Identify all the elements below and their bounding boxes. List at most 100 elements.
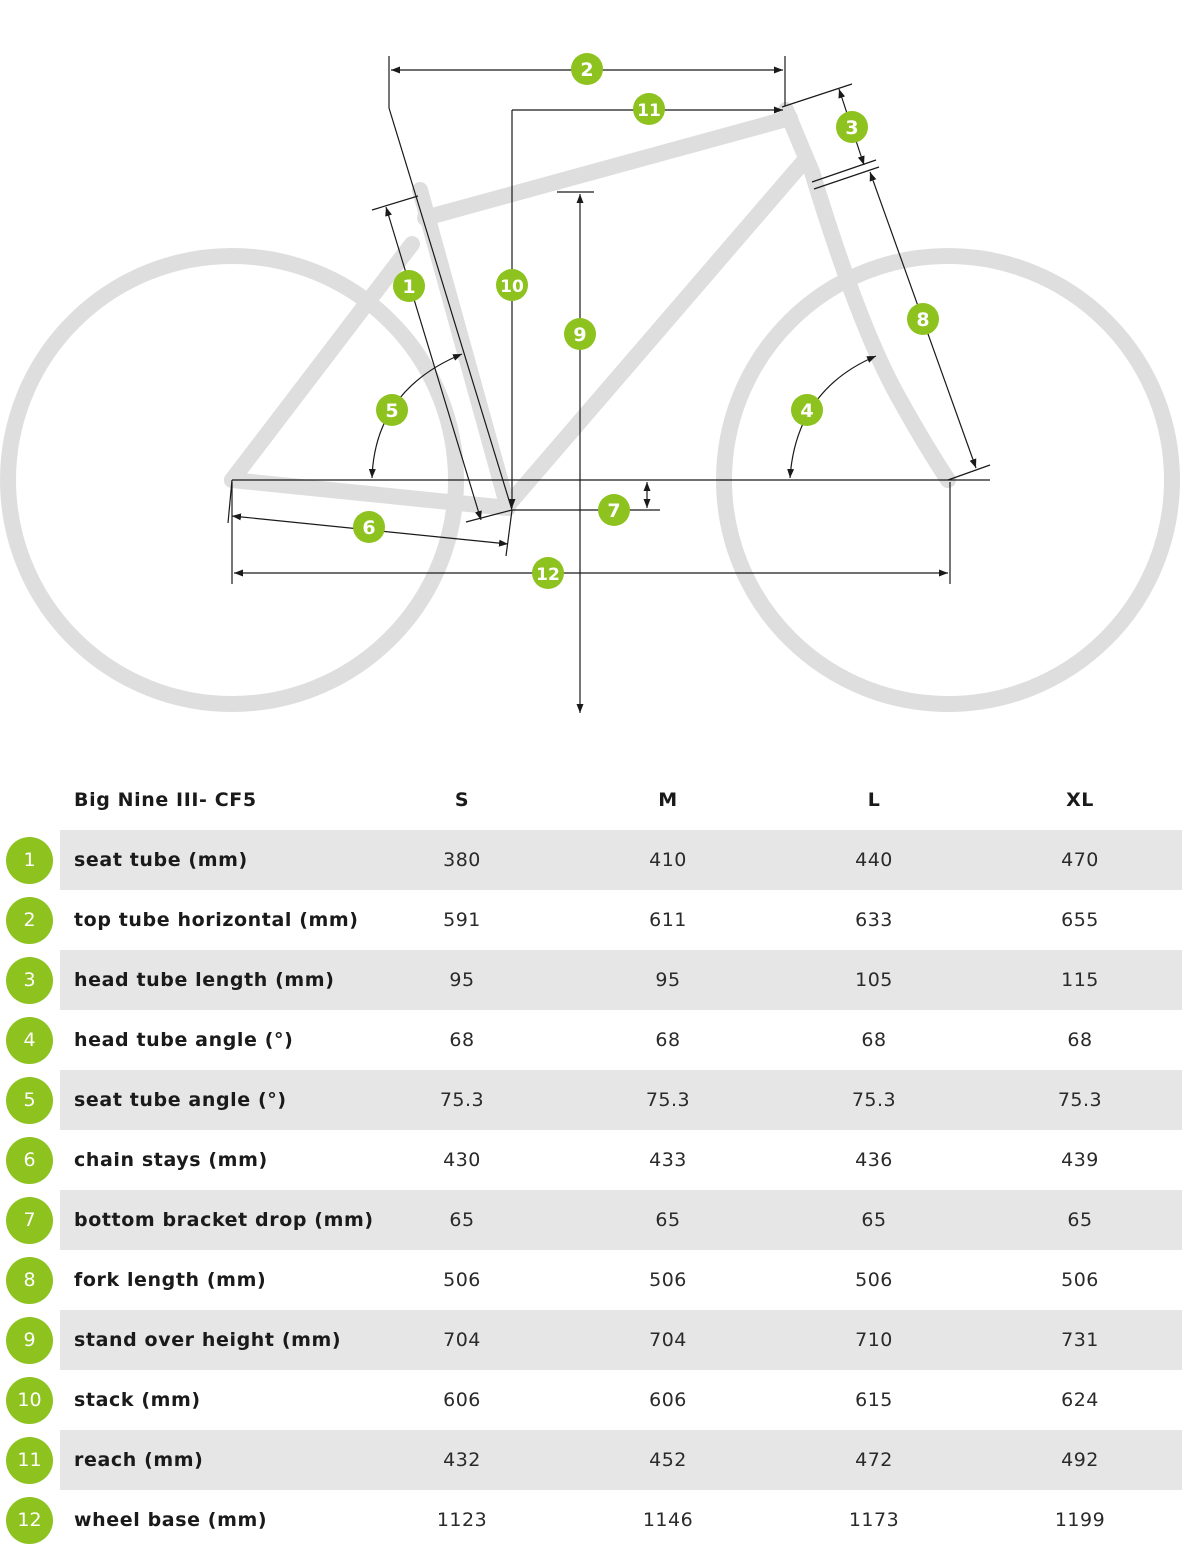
row-label: seat tube (mm): [74, 849, 248, 871]
table-row: 8 fork length (mm) 506 506 506 506: [0, 1250, 1182, 1310]
badge-7: 7: [598, 494, 630, 526]
badge-2: 2: [571, 53, 603, 85]
value-m: 68: [655, 1029, 681, 1051]
row-number-badge: 5: [6, 1077, 53, 1124]
badge-1-text: 1: [402, 276, 415, 298]
value-xl: 65: [1067, 1209, 1093, 1231]
table-row: 2 top tube horizontal (mm) 591 611 633 655: [0, 890, 1182, 950]
value-xl: 68: [1067, 1029, 1093, 1051]
value-l: 615: [855, 1389, 893, 1411]
row-number-badge: 3: [6, 957, 53, 1004]
badge-11: 11: [633, 93, 665, 125]
table-row: 4 head tube angle (°) 68 68 68 68: [0, 1010, 1182, 1070]
value-s: 65: [449, 1209, 475, 1231]
value-xl: 492: [1061, 1449, 1099, 1471]
row-number-badge: 8: [6, 1257, 53, 1304]
value-s: 506: [443, 1269, 481, 1291]
row-label: chain stays (mm): [74, 1149, 268, 1171]
table-row: 11 reach (mm) 432 452 472 492: [0, 1430, 1182, 1490]
value-m: 433: [649, 1149, 687, 1171]
value-m: 611: [649, 909, 687, 931]
row-number-badge: 2: [6, 897, 53, 944]
value-m: 704: [649, 1329, 687, 1351]
value-s: 95: [449, 969, 475, 991]
row-band: [60, 1070, 1182, 1130]
model-name: Big Nine III- CF5: [74, 789, 257, 811]
row-label: bottom bracket drop (mm): [74, 1209, 374, 1231]
table-row: 7 bottom bracket drop (mm) 65 65 65 65: [0, 1190, 1182, 1250]
badge-12: 12: [532, 557, 564, 589]
badge-11-text: 11: [637, 101, 661, 121]
value-xl: 115: [1061, 969, 1099, 991]
badge-8: 8: [907, 303, 939, 335]
size-l-header: L: [867, 789, 881, 811]
row-number-badge: 9: [6, 1317, 53, 1364]
value-m: 95: [655, 969, 681, 991]
value-m: 452: [649, 1449, 687, 1471]
value-l: 68: [861, 1029, 887, 1051]
value-xl: 1199: [1054, 1509, 1106, 1531]
value-l: 1173: [848, 1509, 900, 1531]
table-row: 5 seat tube angle (°) 75.3 75.3 75.3 75.3: [0, 1070, 1182, 1130]
table-row: 9 stand over height (mm) 704 704 710 731: [0, 1310, 1182, 1370]
badge-5: 5: [376, 394, 408, 426]
value-l: 710: [855, 1329, 893, 1351]
value-m: 506: [649, 1269, 687, 1291]
value-l: 506: [855, 1269, 893, 1291]
table-row: 6 chain stays (mm) 430 433 436 439: [0, 1130, 1182, 1190]
value-l: 65: [861, 1209, 887, 1231]
value-s: 432: [443, 1449, 481, 1471]
table-row: 1 seat tube (mm) 380 410 440 470: [0, 830, 1182, 890]
row-label: stack (mm): [74, 1389, 201, 1411]
value-s: 380: [443, 849, 481, 871]
row-label: wheel base (mm): [74, 1509, 268, 1531]
badge-9: 9: [564, 318, 596, 350]
row-number-badge: 1: [6, 837, 53, 884]
row-band: [60, 950, 1182, 1010]
row-label: reach (mm): [74, 1449, 204, 1471]
badge-2-text: 2: [580, 59, 593, 81]
size-m-header: M: [658, 789, 678, 811]
value-m: 1146: [642, 1509, 694, 1531]
badge-9-text: 9: [573, 324, 586, 346]
value-m: 65: [655, 1209, 681, 1231]
row-label: seat tube angle (°): [74, 1089, 287, 1111]
table-row: 12 wheel base (mm) 1123 1146 1173 1199: [0, 1490, 1182, 1550]
value-xl: 470: [1061, 849, 1099, 871]
value-m: 75.3: [645, 1089, 691, 1111]
row-label: top tube horizontal (mm): [74, 909, 359, 931]
value-m: 606: [649, 1389, 687, 1411]
value-xl: 655: [1061, 909, 1099, 931]
value-m: 410: [649, 849, 687, 871]
badge-6: 6: [353, 511, 385, 543]
row-number-badge: 10: [6, 1377, 53, 1424]
badge-4: 4: [791, 394, 823, 426]
badge-12-text: 12: [536, 565, 560, 585]
size-xl-header: XL: [1066, 789, 1094, 811]
value-s: 75.3: [439, 1089, 485, 1111]
row-label: head tube length (mm): [74, 969, 335, 991]
table-header: Big Nine III- CF5 S M L XL: [0, 770, 1182, 830]
badge-7-text: 7: [607, 500, 620, 522]
table-row: 10 stack (mm) 606 606 615 624: [0, 1370, 1182, 1430]
value-s: 430: [443, 1149, 481, 1171]
badge-1: 1: [393, 270, 425, 302]
row-label: stand over height (mm): [74, 1329, 342, 1351]
value-l: 75.3: [851, 1089, 897, 1111]
value-s: 1123: [436, 1509, 488, 1531]
table-row: 3 head tube length (mm) 95 95 105 115: [0, 950, 1182, 1010]
row-band: [60, 1310, 1182, 1370]
badge-5-text: 5: [385, 400, 398, 422]
badge-4-text: 4: [800, 400, 813, 422]
row-band: [60, 1430, 1182, 1490]
row-label: head tube angle (°): [74, 1029, 294, 1051]
row-label: fork length (mm): [74, 1269, 267, 1291]
badge-6-text: 6: [362, 517, 375, 539]
size-s-header: S: [454, 789, 470, 811]
badge-10-text: 10: [500, 277, 524, 297]
value-l: 633: [855, 909, 893, 931]
row-band: [60, 830, 1182, 890]
value-xl: 439: [1061, 1149, 1099, 1171]
value-l: 440: [855, 849, 893, 871]
value-s: 591: [443, 909, 481, 931]
